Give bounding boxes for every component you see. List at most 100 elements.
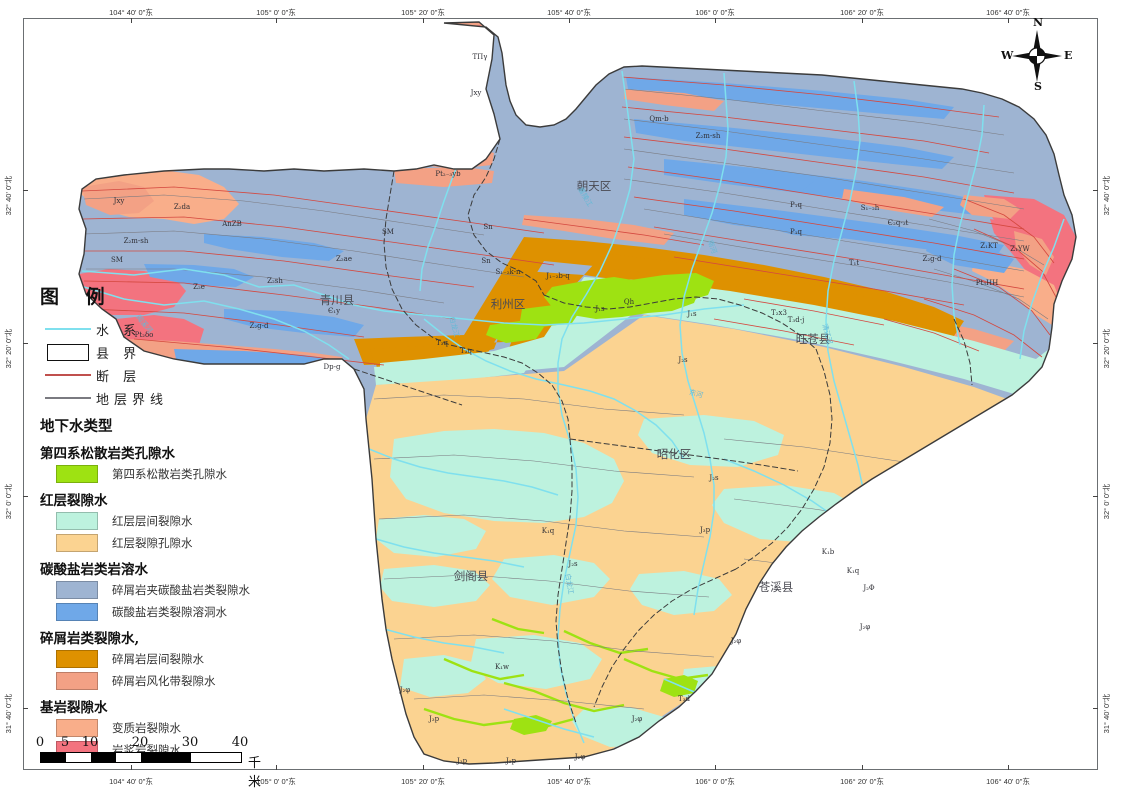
geology-code-label: J₂s	[568, 560, 578, 568]
graticule-tick	[569, 765, 570, 770]
legend-swatch-item: 第四系松散岩类孔隙水	[40, 465, 300, 483]
map-canvas[interactable]: 青川县 朝天区 利州区 旺苍县 昭化区 剑阁县 苍溪县 TΠγ Jxy Pt₂₋₃yb Jxy Z₂…	[23, 18, 1098, 770]
graticule-top-label: 105° 0' 0"东	[256, 8, 296, 17]
graticule-tick	[23, 190, 28, 191]
geology-code-label: T₃d	[678, 695, 690, 703]
geology-code-label: Є₂q-₃t	[887, 219, 909, 227]
geology-code-label: Z₂m-sh	[695, 132, 721, 140]
place-label: 剑阁县	[453, 569, 489, 583]
graticule-right-label: 32° 0' 0"北	[1102, 483, 1111, 520]
map-geology-layers	[78, 21, 1077, 765]
legend-swatch-label: 碳酸盐岩类裂隙溶洞水	[112, 605, 227, 619]
geology-code-label: Z₂e	[193, 283, 205, 291]
geology-code-label: Z₁YW	[1010, 245, 1030, 253]
geology-code-label: J₂Φ	[863, 584, 875, 592]
geology-code-label: J₂φ	[730, 637, 742, 645]
graticule-top-label: 106° 0' 0"东	[695, 8, 735, 17]
county-border-symbol	[47, 343, 89, 361]
geology-code-label: Jxy	[470, 89, 482, 97]
legend-symbol	[40, 343, 96, 361]
legend-group-heading: 红层裂隙水	[40, 493, 108, 509]
graticule-tick	[862, 765, 863, 770]
legend-color-swatch	[56, 512, 98, 530]
place-label: 昭化区	[656, 447, 692, 461]
legend-color-swatch	[56, 650, 98, 668]
graticule-bottom-label: 105° 20' 0"东	[401, 777, 445, 786]
place-label: 苍溪县	[758, 580, 794, 594]
geology-code-label: P₁q	[790, 201, 802, 209]
scale-bar-numbers: 0 5 10 20 30 40	[36, 735, 250, 752]
graticule-tick	[715, 18, 716, 23]
geology-code-label: T₃q	[460, 347, 472, 355]
geology-code-label: S₁₋₂h	[860, 204, 880, 212]
graticule-bottom-label: 106° 0' 0"东	[695, 777, 735, 786]
scale-bar-tick: 20	[131, 735, 149, 750]
geology-code-label: K₁w	[494, 663, 510, 671]
graticule-left-label: 32° 20' 0"北	[4, 328, 13, 369]
geology-code-label: T₁t	[848, 259, 860, 267]
graticule-tick	[23, 708, 28, 709]
geology-code-label: SM	[382, 228, 394, 236]
graticule-top-label: 105° 20' 0"东	[401, 8, 445, 17]
compass-west-label: W	[1001, 49, 1014, 62]
line-symbol	[45, 396, 91, 400]
graticule-tick	[23, 496, 28, 497]
legend-item-stratum-line: 地层界线	[40, 388, 300, 408]
compass-icon	[1012, 30, 1062, 82]
geology-code-label: J₃p	[456, 757, 468, 765]
line-symbol	[45, 373, 91, 377]
graticule-bottom-label: 106° 20' 0"东	[840, 777, 884, 786]
legend-swatch-label: 碎屑岩层间裂隙水	[112, 652, 204, 666]
graticule-tick	[276, 18, 277, 23]
scale-bar-segment	[141, 753, 191, 762]
legend-item-label: 水 系	[96, 323, 142, 339]
legend-groups: 第四系松散岩类孔隙水 第四系松散岩类孔隙水 红层裂隙水 红层层间裂隙水 红层裂隙孔隙水碳…	[40, 442, 300, 759]
geology-code-label: K₁q	[846, 567, 860, 575]
graticule-bottom-label: 106° 40' 0"东	[986, 777, 1030, 786]
geology-code-label: J₁s	[595, 305, 605, 313]
graticule-tick	[569, 18, 570, 23]
graticule-right-label: 32° 40' 0"北	[1102, 175, 1111, 216]
geology-code-label: J₁₋₂b-q	[546, 272, 570, 280]
legend-item-fault: 断 层	[40, 365, 300, 385]
scale-bar-segment	[66, 753, 91, 762]
map-legend: 图 例 水 系县 界断 层地层界线 地下水类型 第四系松散岩类孔隙水 第四系松散岩…	[40, 282, 300, 763]
legend-group-heading: 基岩裂隙水	[40, 700, 108, 716]
geology-code-label: SM	[111, 256, 123, 264]
place-label: 旺苍县	[795, 332, 831, 346]
compass-east-label: E	[1064, 49, 1073, 62]
geology-code-label: J₂φ	[399, 686, 411, 694]
place-label: 利州区	[490, 297, 526, 311]
legend-swatch-item: 碎屑岩层间裂隙水	[40, 650, 300, 668]
graticule-tick	[131, 765, 132, 770]
graticule-left-label: 32° 40' 0"北	[4, 175, 13, 216]
legend-swatch-label: 碎屑岩夹碳酸盐岩类裂隙水	[112, 583, 250, 597]
graticule-tick	[23, 343, 28, 344]
graticule-tick	[1093, 708, 1098, 709]
geology-code-label: K₁b	[821, 548, 835, 556]
geology-code-label: T₃q	[436, 339, 448, 347]
scale-bar-segment	[191, 753, 241, 762]
legend-group-heading: 碳酸盐岩类岩溶水	[40, 562, 148, 578]
legend-line-symbols: 水 系县 界断 层地层界线	[40, 319, 300, 408]
legend-swatch-item: 变质岩裂隙水	[40, 719, 300, 737]
scale-bar-segment	[116, 753, 141, 762]
legend-color-swatch	[56, 603, 98, 621]
graticule-left-label: 32° 0' 0"北	[4, 483, 13, 520]
geology-code-label: Z₂g-d	[249, 322, 269, 330]
legend-item-label: 县 界	[96, 346, 142, 362]
place-label: 青川县	[319, 293, 355, 307]
geology-code-label: Sn	[483, 223, 493, 231]
legend-symbol	[40, 396, 96, 400]
geology-code-label: J₃p	[699, 526, 711, 534]
graticule-left-label: 31° 40' 0"北	[4, 693, 13, 734]
geology-code-label: J₂s	[709, 474, 719, 482]
legend-item-label: 断 层	[96, 369, 142, 385]
place-label: 朝天区	[576, 179, 612, 193]
legend-symbol	[40, 373, 96, 377]
legend-item-county-boundary: 县 界	[40, 342, 300, 362]
legend-swatch-item: 碎屑岩夹碳酸盐岩类裂隙水	[40, 581, 300, 599]
scale-bar: 0 5 10 20 30 40 千米	[36, 735, 261, 790]
geology-code-label: Z₂g-d	[922, 255, 942, 263]
scale-bar-tick: 30	[181, 735, 199, 750]
